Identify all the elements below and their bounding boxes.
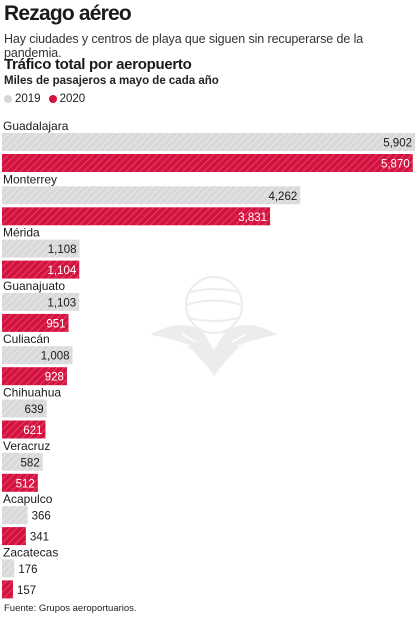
page-title: Rezago aéreo <box>4 2 132 25</box>
bar-zacatecas-2020 <box>2 580 13 599</box>
bar-culiacan-2020 <box>2 367 67 386</box>
category-label-zacatecas: Zacatecas <box>3 545 58 559</box>
chart-legend: 2019 2020 <box>4 93 93 105</box>
legend-label-2019: 2019 <box>15 93 41 105</box>
value-label-guanajuato-2020: 951 <box>46 318 65 330</box>
value-label-zacatecas-2020: 157 <box>17 585 36 597</box>
bar-monterrey-2019 <box>2 186 301 205</box>
value-label-chihuahua-2020: 621 <box>23 425 42 437</box>
bar-veracruz-2019 <box>2 452 43 471</box>
bar-merida-2019 <box>2 239 80 258</box>
category-label-veracruz: Veracruz <box>3 439 50 453</box>
bar-guanajuato-2019 <box>2 292 80 311</box>
category-label-merida: Mérida <box>3 226 40 240</box>
value-label-guadalajara-2020: 5,870 <box>381 159 410 171</box>
category-label-culiacan: Culiacán <box>3 332 50 346</box>
category-label-chihuahua: Chihuahua <box>3 386 61 400</box>
bar-veracruz-2020 <box>2 473 38 492</box>
bar-acapulco-2020 <box>2 527 26 546</box>
value-label-culiacan-2019: 1,008 <box>41 351 70 363</box>
bar-guadalajara-2020 <box>2 154 413 172</box>
bar-chihuahua-2020 <box>2 420 46 439</box>
category-label-acapulco: Acapulco <box>3 492 53 506</box>
legend-item-2020: 2020 <box>48 93 86 105</box>
value-label-merida-2019: 1,108 <box>48 244 77 256</box>
value-label-acapulco-2020: 341 <box>30 532 49 544</box>
legend-label-2020: 2020 <box>59 93 86 105</box>
value-label-veracruz-2019: 582 <box>21 457 40 469</box>
legend-swatch-2020 <box>48 95 57 103</box>
value-label-acapulco-2019: 366 <box>32 511 51 523</box>
bar-guanajuato-2020 <box>2 313 69 332</box>
category-label-monterrey: Monterrey <box>3 172 57 186</box>
bar-merida-2020 <box>2 260 80 279</box>
category-label-guadalajara: Guadalajara <box>3 119 69 133</box>
legend-swatch-2019 <box>4 95 12 103</box>
legend-item-2019: 2019 <box>4 93 41 105</box>
value-label-culiacan-2020: 928 <box>45 372 64 384</box>
bar-acapulco-2019 <box>2 506 28 525</box>
category-label-guanajuato: Guanajuato <box>3 279 65 293</box>
chart-title: Tráfico total por aeropuerto <box>4 56 192 73</box>
chart-unit-label: Miles de pasajeros a mayo de cada año <box>4 75 219 87</box>
value-label-monterrey-2019: 4,262 <box>268 191 297 203</box>
value-label-merida-2020: 1,104 <box>47 265 76 277</box>
value-label-chihuahua-2019: 639 <box>25 404 44 416</box>
bar-monterrey-2020 <box>2 207 271 226</box>
value-label-guadalajara-2019: 5,902 <box>383 138 412 150</box>
bar-chihuahua-2019 <box>2 399 47 418</box>
bar-guadalajara-2019 <box>2 133 415 151</box>
value-label-zacatecas-2019: 176 <box>18 564 37 576</box>
value-label-veracruz-2020: 512 <box>16 478 35 490</box>
value-label-monterrey-2020: 3,831 <box>238 212 267 224</box>
bar-zacatecas-2019 <box>2 559 15 578</box>
eagle-emblem-watermark <box>150 276 278 376</box>
value-label-guanajuato-2019: 1,103 <box>47 297 76 309</box>
source-note: Fuente: Grupos aeroportuarios. <box>4 603 137 614</box>
page-subtitle: Hay ciudades y centros de playa que sigu… <box>4 32 364 60</box>
bar-culiacan-2019 <box>2 346 73 365</box>
